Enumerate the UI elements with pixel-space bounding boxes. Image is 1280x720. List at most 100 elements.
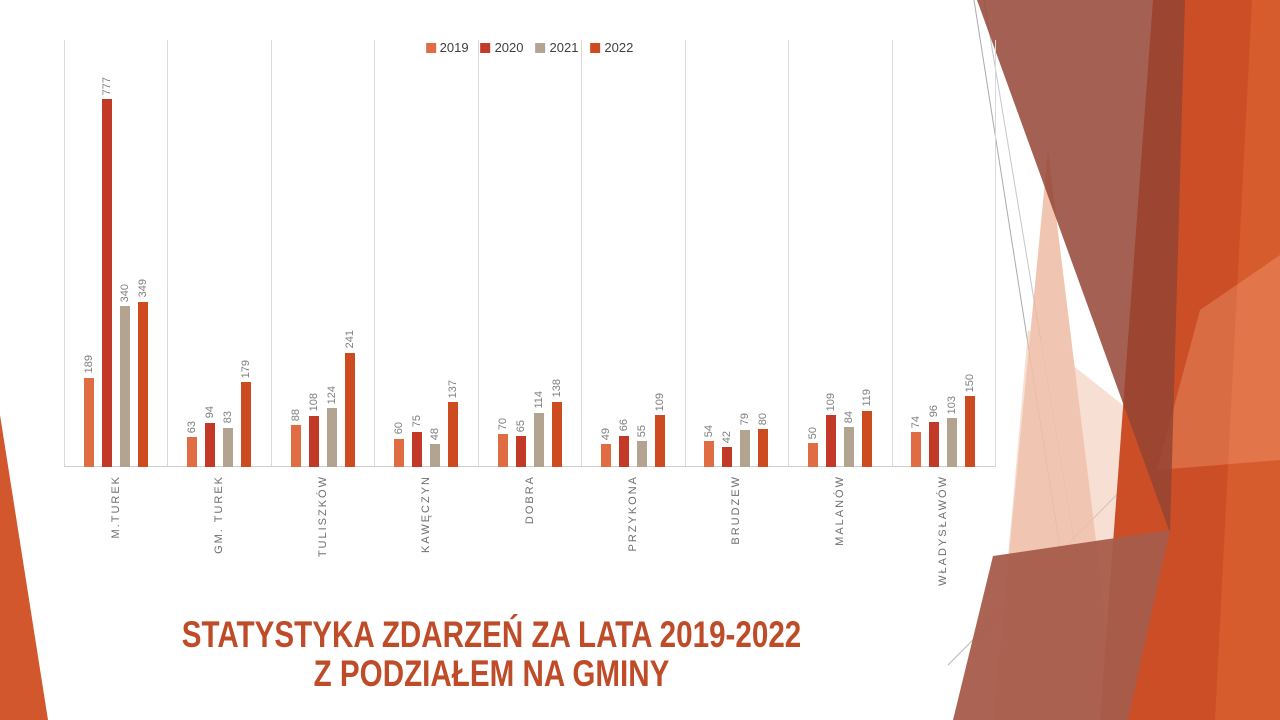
bar-value-label: 189 (82, 355, 95, 374)
bar-2021 (223, 427, 234, 467)
bar-value-label: 96 (928, 405, 941, 418)
legend-label: 2020 (494, 40, 524, 55)
x-axis-line (64, 466, 995, 467)
legend-swatch (535, 42, 546, 53)
category-label: MALANÓW (833, 475, 846, 546)
bar-2021 (326, 408, 337, 467)
bar-value-label: 48 (429, 428, 442, 441)
category-label: KAWĘCZYN (420, 475, 433, 553)
deco-brown-wedge (977, 0, 1185, 533)
category-label: BRUDZEW (730, 475, 743, 545)
bar-2022 (448, 402, 459, 467)
bar-2019 (497, 433, 508, 467)
category-label: PRZYKONA (626, 475, 639, 552)
gridline (581, 40, 583, 467)
deco-brown-lower (953, 530, 1170, 720)
bar-2022 (344, 352, 355, 467)
category-label: WŁADYSŁAWÓW (937, 475, 950, 586)
bar-2020 (412, 431, 423, 467)
bar-2019 (187, 437, 198, 467)
category-label: GM. TUREK (213, 475, 226, 554)
legend-label: 2022 (604, 40, 634, 55)
bar-value-label: 150 (964, 373, 977, 392)
gridline (64, 40, 65, 467)
bar-value-label: 109 (824, 393, 837, 412)
bar-2020 (618, 435, 629, 467)
bar-value-label: 84 (842, 410, 855, 424)
category-label: M.TUREK (109, 475, 122, 539)
gridline (477, 40, 479, 467)
bar-2019 (704, 441, 715, 467)
bar-value-label: 777 (100, 76, 113, 95)
bar-value-label: 75 (411, 415, 424, 428)
bar-2022 (965, 395, 976, 467)
bar-value-label: 103 (946, 395, 959, 415)
legend-swatch (425, 42, 436, 53)
gridline (374, 40, 376, 467)
bar-2022 (551, 401, 562, 467)
bar-2020 (515, 436, 526, 467)
gridline (167, 40, 169, 467)
bar-2019 (600, 443, 611, 467)
chart-plot: 189 777 340 349 M.TUREK 63 94 83 179 GM. TUREK 88 1… (64, 40, 996, 586)
bar-value-label: 88 (289, 409, 302, 422)
bar-value-label: 49 (599, 427, 612, 440)
gridline (891, 40, 893, 467)
bar-value-label: 241 (343, 330, 356, 349)
bar-value-label: 179 (240, 359, 253, 379)
bar-2019 (290, 425, 301, 467)
bar-value-label: 80 (757, 412, 770, 426)
category-label: TULISZKÓW (316, 475, 329, 558)
bar-2020 (825, 415, 836, 467)
legend-item-2019: 2019 (425, 40, 469, 55)
gridline (995, 40, 996, 467)
bar-value-label: 124 (325, 385, 338, 405)
slide-title: STATYSTYKA ZDARZEŃ ZA LATA 2019-2022 Z P… (64, 615, 919, 693)
bar-value-label: 74 (910, 415, 923, 428)
bar-value-label: 70 (496, 417, 509, 430)
bar-value-label: 138 (550, 379, 563, 398)
gridline (684, 40, 686, 467)
legend-item-2020: 2020 (480, 40, 524, 55)
legend-item-2022: 2022 (590, 40, 633, 55)
bar-2021 (947, 418, 958, 467)
bar-value-label: 137 (447, 379, 460, 399)
bar-2020 (101, 98, 112, 467)
bar-2021 (533, 413, 544, 467)
bar-value-label: 65 (514, 419, 527, 433)
bar-2022 (241, 382, 252, 467)
bar-value-label: 83 (222, 411, 235, 424)
category-label: DOBRA (523, 475, 536, 525)
bar-value-label: 54 (703, 425, 716, 438)
bar-2020 (205, 422, 216, 467)
bar-2022 (861, 410, 872, 467)
chart-legend: 2019 2020 2021 2022 (425, 40, 633, 55)
legend-item-2021: 2021 (535, 40, 579, 55)
bar-value-label: 114 (532, 391, 545, 409)
slide-title-line1: STATYSTYKA ZDARZEŃ ZA LATA 2019-2022 (181, 614, 802, 655)
bar-2021 (843, 427, 854, 467)
bar-2019 (83, 377, 94, 467)
bar-value-label: 340 (118, 283, 131, 302)
bar-2022 (654, 415, 665, 467)
bar-value-label: 109 (653, 393, 666, 412)
bar-value-label: 66 (617, 419, 630, 432)
bar-value-label: 119 (860, 389, 873, 407)
bar-2019 (911, 431, 922, 467)
deco-bottom-left-wedge (0, 415, 48, 720)
legend-label: 2019 (439, 40, 469, 55)
legend-swatch (480, 42, 491, 53)
bar-2020 (722, 447, 733, 467)
bar-2019 (394, 438, 405, 467)
bar-2021 (119, 305, 130, 467)
bar-value-label: 55 (635, 424, 648, 437)
gridline (270, 40, 272, 467)
bar-2022 (758, 429, 769, 467)
bar-value-label: 94 (204, 406, 217, 419)
bar-value-label: 79 (739, 413, 752, 426)
legend-label: 2021 (549, 40, 579, 55)
gridline (788, 40, 790, 467)
bar-value-label: 42 (721, 430, 734, 444)
